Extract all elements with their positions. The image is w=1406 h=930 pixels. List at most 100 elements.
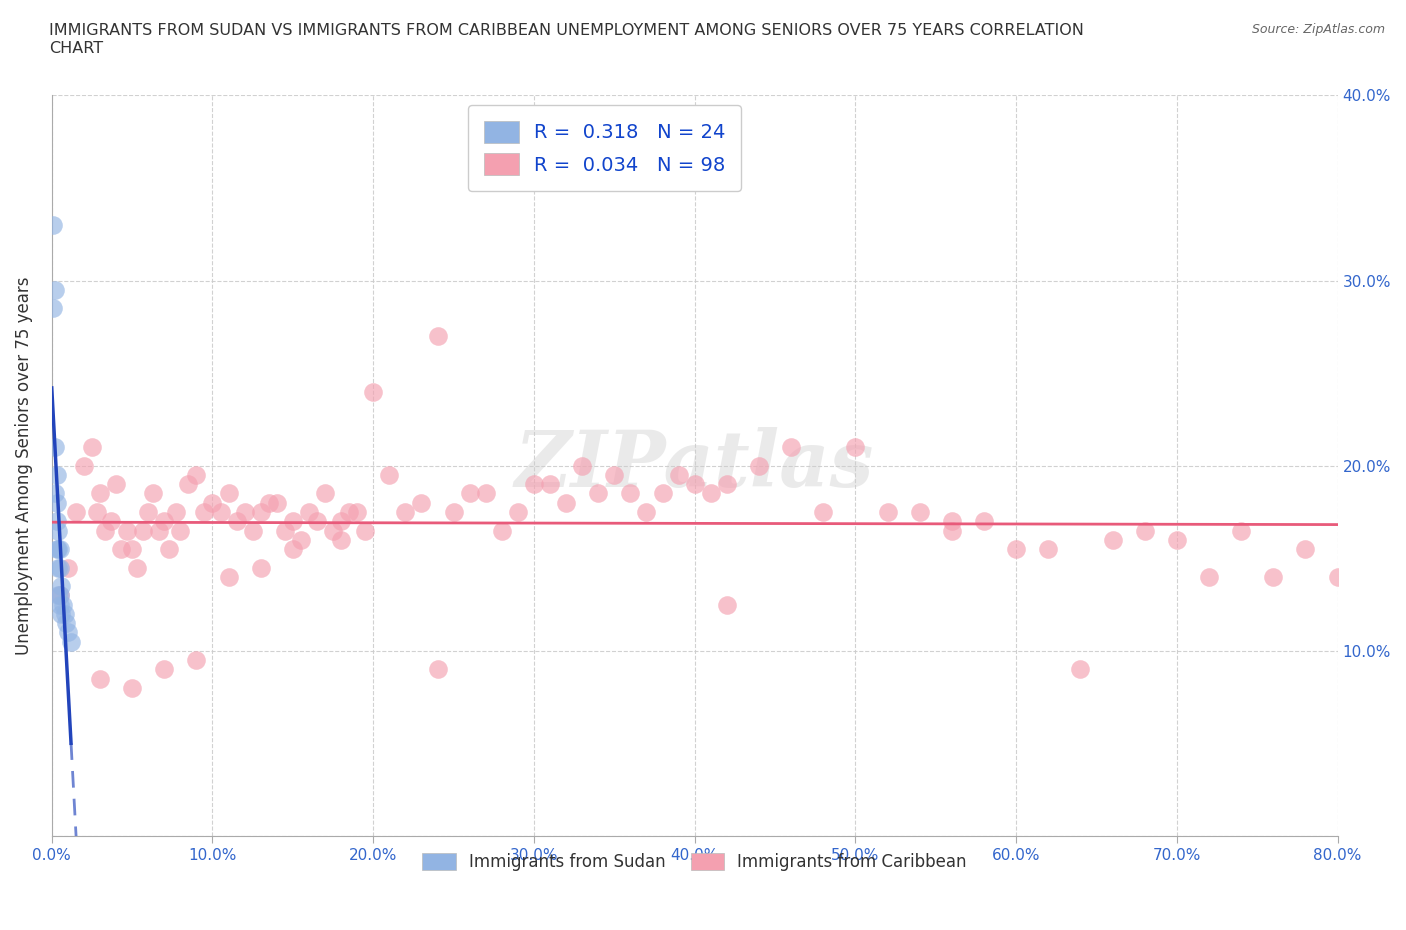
Point [186, 468, 208, 483]
Point [619, 486, 641, 501]
Point [941, 523, 963, 538]
Point [56, 625, 79, 640]
Point [51, 578, 73, 593]
Point [89, 486, 111, 501]
Point [53, 606, 76, 621]
Point [46, 541, 69, 556]
Point [330, 513, 353, 528]
Point [651, 486, 673, 501]
Point [42, 218, 65, 232]
Point [136, 505, 159, 520]
Point [908, 505, 931, 520]
Point [110, 541, 132, 556]
Point [973, 513, 995, 528]
Point [716, 597, 738, 612]
Point [80, 440, 103, 455]
Point [42, 301, 65, 316]
Point [361, 384, 384, 399]
Point [538, 477, 561, 492]
Point [218, 569, 240, 584]
Point [1230, 523, 1253, 538]
Text: ZIPatlas: ZIPatlas [515, 428, 875, 504]
Point [121, 681, 143, 696]
Point [100, 513, 122, 528]
Point [201, 496, 224, 511]
Point [274, 523, 297, 538]
Point [209, 505, 232, 520]
Text: IMMIGRANTS FROM SUDAN VS IMMIGRANTS FROM CARIBBEAN UNEMPLOYMENT AMONG SENIORS OV: IMMIGRANTS FROM SUDAN VS IMMIGRANTS FROM… [49, 23, 1084, 56]
Point [153, 513, 176, 528]
Point [337, 505, 360, 520]
Text: Source: ZipAtlas.com: Source: ZipAtlas.com [1251, 23, 1385, 36]
Point [55, 616, 77, 631]
Point [225, 513, 247, 528]
Point [218, 486, 240, 501]
Point [233, 505, 256, 520]
Point [394, 505, 416, 520]
Point [330, 532, 353, 547]
Point [249, 560, 271, 575]
Point [458, 486, 481, 501]
Point [844, 440, 866, 455]
Legend: Immigrants from Sudan, Immigrants from Caribbean: Immigrants from Sudan, Immigrants from C… [415, 844, 976, 880]
Point [443, 505, 465, 520]
Point [876, 505, 898, 520]
Point [49, 588, 72, 603]
Point [94, 523, 117, 538]
Point [1295, 541, 1317, 556]
Point [1198, 569, 1220, 584]
Point [89, 671, 111, 686]
Point [290, 532, 312, 547]
Point [813, 505, 835, 520]
Point [1263, 569, 1285, 584]
Point [491, 523, 513, 538]
Point [186, 653, 208, 668]
Point [117, 523, 139, 538]
Point [298, 505, 321, 520]
Point [700, 486, 723, 501]
Point [105, 477, 128, 492]
Point [636, 505, 658, 520]
Point [165, 505, 187, 520]
Point [346, 505, 368, 520]
Point [44, 486, 66, 501]
Point [257, 496, 280, 511]
Point [44, 440, 66, 455]
Point [555, 496, 578, 511]
Point [65, 505, 87, 520]
Point [941, 513, 963, 528]
Point [523, 477, 546, 492]
Point [1166, 532, 1188, 547]
Point [45, 496, 67, 511]
Point [780, 440, 803, 455]
Point [571, 458, 593, 473]
Point [49, 541, 72, 556]
Point [86, 505, 108, 520]
Point [603, 468, 626, 483]
Point [683, 477, 706, 492]
Point [411, 496, 433, 511]
Point [148, 523, 170, 538]
Point [266, 496, 288, 511]
Point [51, 606, 73, 621]
Point [1069, 662, 1091, 677]
Point [378, 468, 401, 483]
Point [305, 513, 328, 528]
Point [281, 541, 304, 556]
Point [716, 477, 738, 492]
Point [1005, 541, 1028, 556]
Point [49, 597, 72, 612]
Point [49, 588, 72, 603]
Point [314, 486, 336, 501]
Point [506, 505, 529, 520]
Point [1038, 541, 1060, 556]
Point [132, 523, 155, 538]
Point [60, 634, 83, 649]
Point [193, 505, 215, 520]
Point [45, 468, 67, 483]
Point [121, 541, 143, 556]
Point [474, 486, 496, 501]
Point [242, 523, 264, 538]
Point [748, 458, 770, 473]
Point [153, 662, 176, 677]
